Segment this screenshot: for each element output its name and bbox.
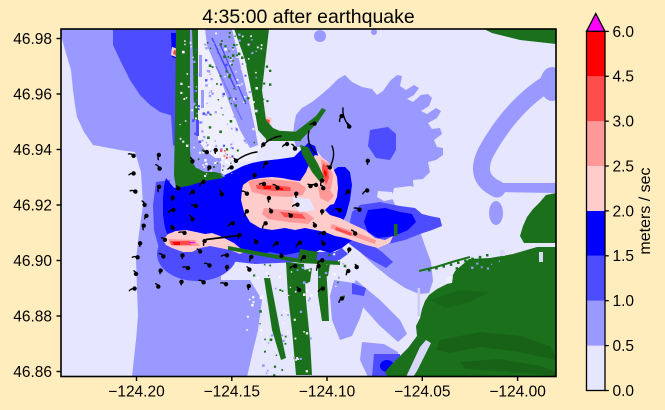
svg-text:meters / sec: meters / sec: [637, 167, 654, 254]
svg-text:46.96: 46.96: [13, 86, 52, 103]
svg-text:1.5: 1.5: [613, 248, 635, 265]
svg-text:46.90: 46.90: [13, 253, 52, 270]
svg-text:0.5: 0.5: [613, 338, 635, 355]
svg-text:1.0: 1.0: [613, 293, 635, 310]
svg-text:3.0: 3.0: [613, 114, 635, 131]
svg-text:0.0: 0.0: [613, 383, 635, 400]
svg-text:6.0: 6.0: [613, 24, 635, 41]
svg-text:−124.10: −124.10: [299, 384, 356, 401]
svg-text:4.5: 4.5: [613, 69, 635, 86]
svg-text:46.86: 46.86: [13, 364, 52, 381]
svg-text:−124.15: −124.15: [204, 384, 260, 401]
svg-text:4:35:00 after earthquake: 4:35:00 after earthquake: [202, 6, 415, 28]
svg-text:−124.00: −124.00: [489, 384, 546, 401]
svg-text:46.94: 46.94: [13, 142, 52, 159]
svg-text:46.98: 46.98: [13, 31, 52, 48]
svg-text:−124.05: −124.05: [394, 384, 450, 401]
svg-text:46.88: 46.88: [13, 308, 52, 325]
svg-text:−124.20: −124.20: [108, 384, 165, 401]
svg-text:2.0: 2.0: [613, 203, 635, 220]
svg-text:2.5: 2.5: [613, 158, 635, 175]
svg-text:46.92: 46.92: [13, 197, 52, 214]
